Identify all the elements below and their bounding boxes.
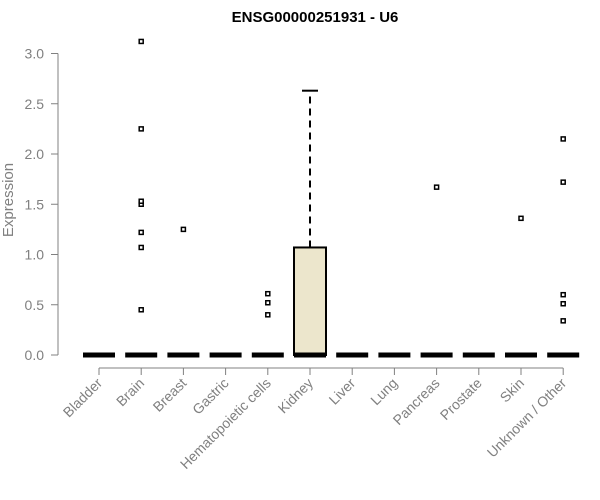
outlier-point	[265, 290, 271, 297]
outlier-point	[560, 179, 566, 185]
y-tick-label: 0.5	[25, 297, 45, 313]
chart-title: ENSG00000251931 - U6	[232, 9, 399, 26]
outlier-point	[265, 312, 271, 318]
outlier-point	[138, 307, 144, 313]
outlier-point	[518, 215, 524, 222]
outlier-point	[560, 136, 566, 142]
x-tick-label: Brain	[113, 375, 147, 409]
x-tick-label: Lung	[367, 375, 400, 408]
outlier-point	[265, 299, 271, 306]
y-tick-label: 1.5	[25, 196, 45, 212]
y-tick-label: 2.0	[25, 146, 45, 162]
box-group	[547, 136, 580, 358]
outlier-point	[560, 318, 566, 324]
outlier-point	[138, 198, 144, 204]
y-axis-label: Expression	[0, 163, 17, 237]
box-group	[420, 184, 453, 358]
outlier-point	[560, 291, 566, 298]
x-tick-label: Prostate	[437, 375, 485, 423]
outlier-point	[138, 126, 144, 132]
outlier-point	[180, 226, 187, 233]
y-tick-label: 3.0	[25, 46, 45, 62]
outlier-point	[138, 244, 144, 251]
x-tick-label: Pancreas	[390, 375, 443, 428]
x-tick-label: Skin	[497, 375, 528, 406]
y-tick-label: 2.5	[25, 96, 45, 112]
plot-area	[83, 38, 580, 358]
outlier-point	[433, 184, 440, 190]
y-tick-label: 1.0	[25, 247, 45, 263]
x-tick-label: Bladder	[60, 375, 106, 421]
box-group	[251, 290, 284, 358]
box-group	[125, 38, 158, 358]
outlier-point	[138, 229, 144, 236]
outlier-point	[138, 38, 144, 45]
x-tick-label: Unknown / Other	[484, 375, 570, 461]
x-tick-label: Breast	[150, 375, 190, 415]
outlier-point	[560, 300, 566, 307]
box-group	[167, 226, 200, 358]
box	[293, 246, 327, 356]
x-tick-label: Kidney	[275, 375, 317, 417]
box-group	[505, 215, 537, 358]
box-group	[293, 89, 327, 358]
x-tick-label: Liver	[326, 375, 359, 408]
y-axis: 0.0 0.5 1.0 1.5 2.0 2.5 3.0	[25, 46, 59, 363]
y-tick-label: 0.0	[25, 347, 45, 363]
